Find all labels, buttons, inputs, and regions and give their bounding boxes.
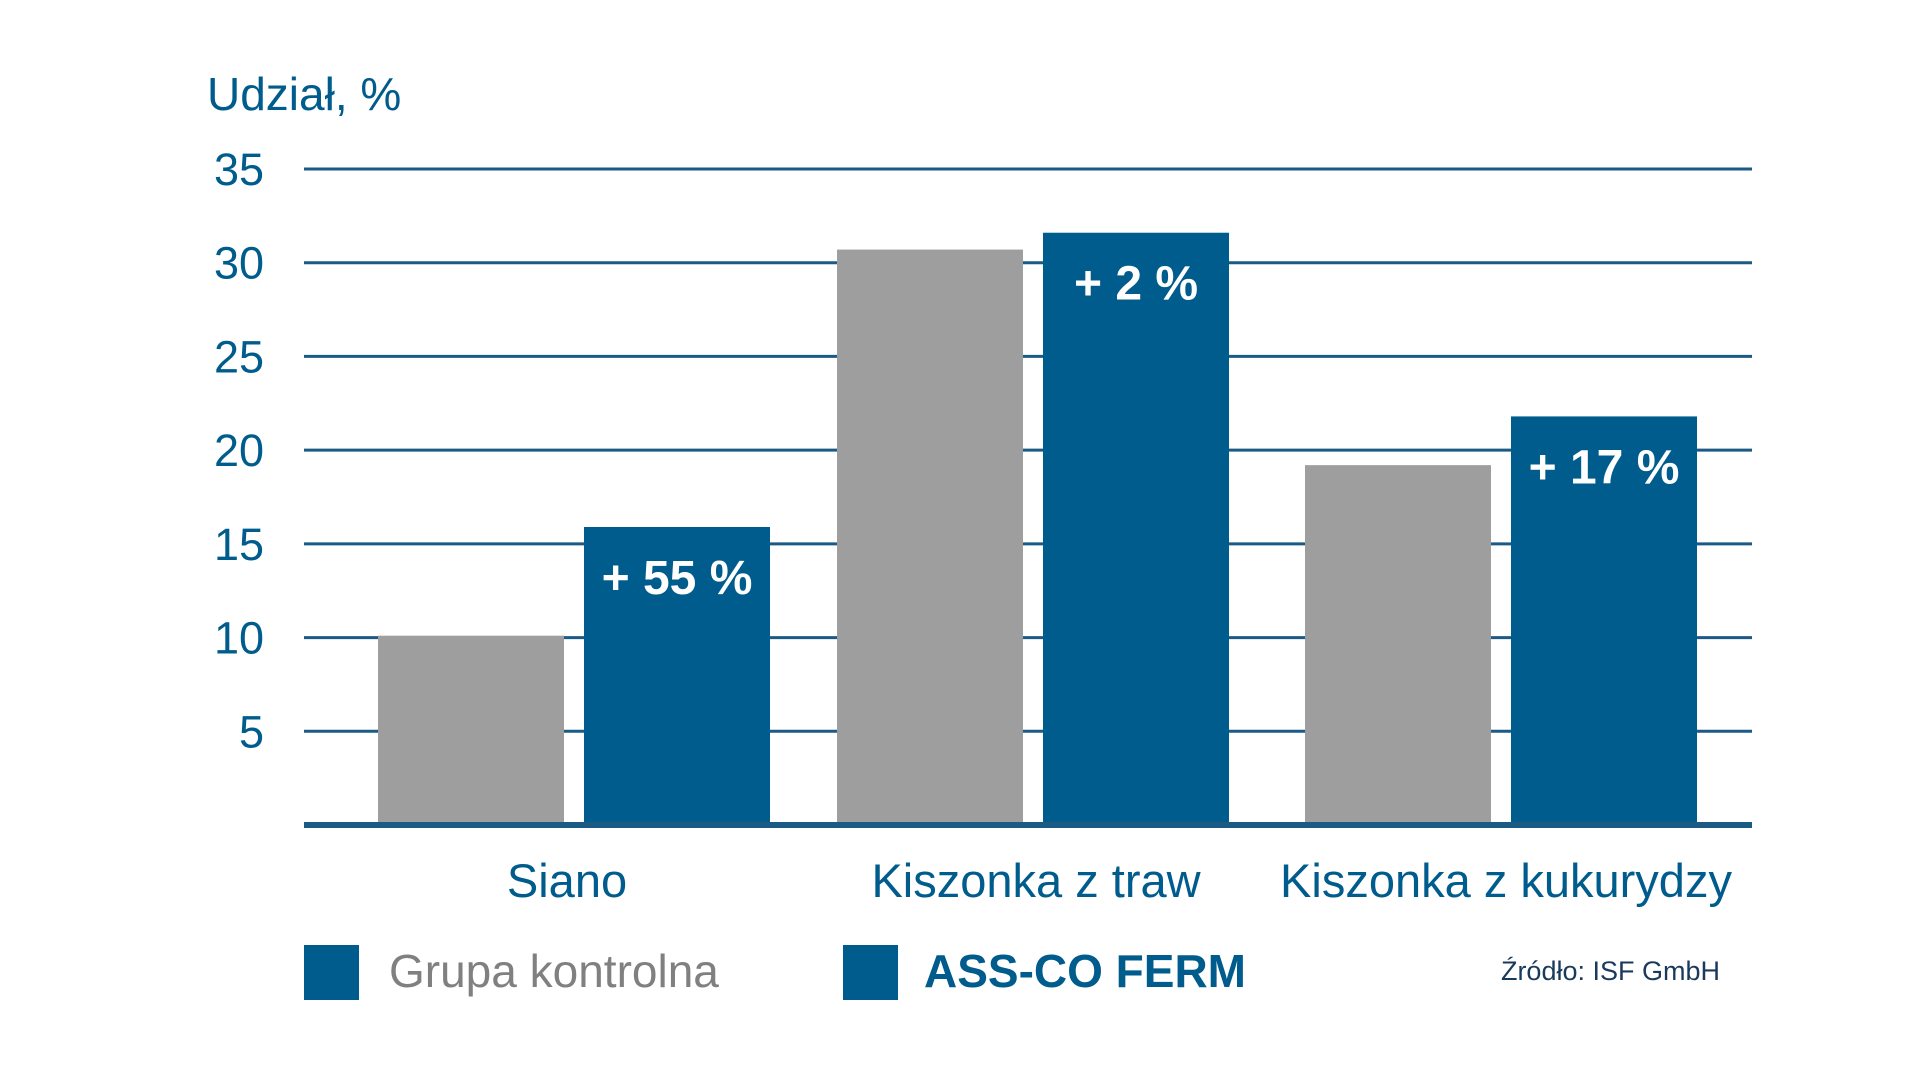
- y-tick-labels: 5 10 15 20 25 30 35: [214, 144, 264, 757]
- y-axis-label: Udział, %: [207, 68, 401, 120]
- y-tick-label: 10: [214, 613, 264, 664]
- y-tick-label: 25: [214, 331, 264, 382]
- legend-label: Grupa kontrolna: [389, 945, 719, 997]
- source-note: Źródło: ISF GmbH: [1501, 956, 1720, 986]
- y-tick-label: 20: [214, 425, 264, 476]
- x-category-label: Kiszonka z traw: [871, 854, 1201, 907]
- category-labels: Siano Kiszonka z traw Kiszonka z kukurydzy: [507, 854, 1733, 907]
- x-category-label: Siano: [507, 854, 627, 907]
- bar-asscoferm-2: [1511, 416, 1697, 825]
- x-category-label: Kiszonka z kukurydzy: [1280, 854, 1732, 907]
- bar-data-label: + 2 %: [1074, 258, 1198, 311]
- legend-label: ASS-CO FERM: [924, 945, 1246, 997]
- bar-control-2: [1305, 465, 1491, 825]
- bar-asscoferm-0: [584, 526, 770, 825]
- bars: [378, 232, 1697, 825]
- legend: Grupa kontrolna ASS-CO FERM: [304, 945, 1246, 1000]
- y-tick-label: 35: [214, 144, 264, 195]
- y-tick-label: 30: [214, 238, 264, 289]
- bar-asscoferm-1: [1043, 232, 1229, 825]
- bar-control-0: [378, 635, 564, 825]
- y-tick-label: 15: [214, 519, 264, 570]
- bar-data-label: + 55 %: [602, 552, 753, 605]
- bar-control-1: [837, 249, 1023, 825]
- bar-data-label: + 17 %: [1529, 441, 1680, 494]
- y-tick-label: 5: [239, 706, 264, 757]
- legend-swatch: [843, 945, 898, 1000]
- legend-swatch: [304, 945, 359, 1000]
- bar-labels: + 55 % + 2 % + 17 %: [602, 258, 1680, 605]
